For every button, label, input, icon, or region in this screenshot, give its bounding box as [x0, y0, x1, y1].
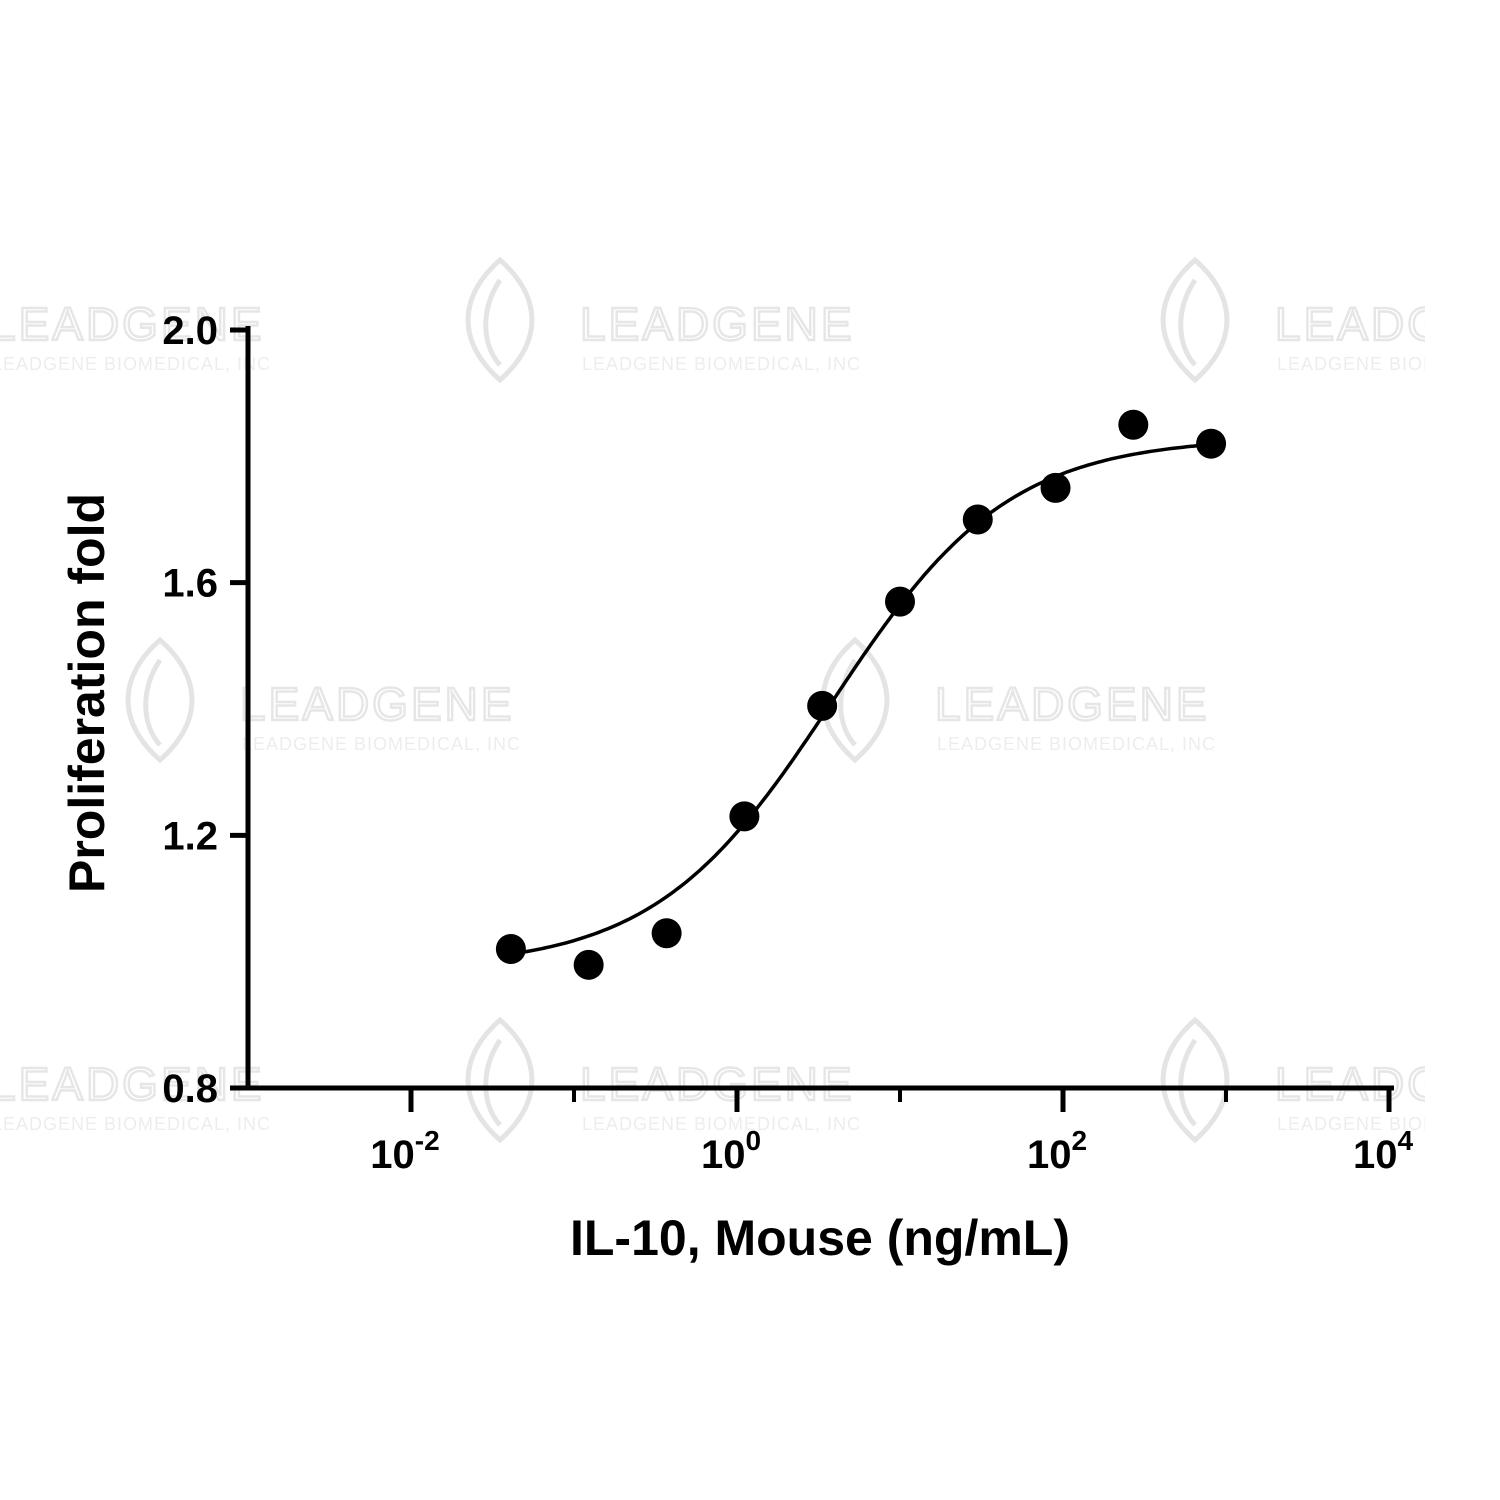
watermark-tagline: LEADGENE BIOMEDICAL, INC [937, 734, 1216, 754]
data-point [729, 801, 760, 832]
watermark-logo: LEADGENE LEADGENE BIOMEDICAL, INC [465, 256, 861, 384]
leaf-icon [820, 636, 890, 764]
data-points [495, 409, 1227, 980]
watermark-brand: LEADGENE [1275, 298, 1500, 350]
watermark-logo: LEADGENE LEADGENE BIOMEDICAL, INC [820, 636, 1216, 764]
leaf-icon [465, 256, 535, 384]
watermark-tagline: LEADGENE BIOMEDICAL, INC [1277, 1114, 1500, 1134]
leaf-icon [125, 636, 195, 764]
data-point [962, 504, 993, 535]
leaf-icon [465, 1016, 535, 1144]
watermark-tagline: LEADGENE BIOMEDICAL, INC [242, 734, 521, 754]
y-tick-label: 1.2 [162, 814, 218, 858]
data-point [1196, 428, 1227, 459]
x-ticks: 10-2 100 102 104 [370, 1088, 1413, 1177]
watermark-tagline: LEADGENE BIOMEDICAL, INC [582, 1114, 861, 1134]
watermark-brand: LEADGENE [580, 298, 855, 350]
watermark-logo: LEADGENE LEADGENE BIOMEDICAL, INC [1160, 1016, 1500, 1144]
watermark-brand: LEADGENE [580, 1058, 855, 1110]
watermark-tagline: LEADGENE BIOMEDICAL, INC [0, 1114, 271, 1134]
y-tick-label: 0.8 [162, 1067, 218, 1111]
watermark-logo: LEADGENE LEADGENE BIOMEDICAL, INC [125, 636, 521, 764]
watermark-logo: LEADGENE LEADGENE BIOMEDICAL, INC [465, 1016, 861, 1144]
watermark-tagline: LEADGENE BIOMEDICAL, INC [0, 354, 271, 374]
leaf-icon [1160, 256, 1230, 384]
data-point [495, 934, 526, 965]
watermark-brand: LEADGENE [0, 1058, 265, 1110]
leaf-icon [1160, 1016, 1230, 1144]
x-tick-label: 100 [701, 1125, 761, 1177]
watermark-brand: LEADGENE [0, 298, 265, 350]
watermark-tagline: LEADGENE BIOMEDICAL, INC [1277, 354, 1500, 374]
watermark-logo: LEADGENE LEADGENE BIOMEDICAL, INC [0, 297, 271, 374]
y-tick-label: 2.0 [162, 309, 218, 353]
watermark-logo: LEADGENE LEADGENE BIOMEDICAL, INC [1160, 256, 1500, 384]
watermark-brand: LEADGENE [240, 678, 515, 730]
watermark-logo: LEADGENE LEADGENE BIOMEDICAL, INC [0, 1057, 271, 1134]
x-axis-title: IL-10, Mouse (ng/mL) [570, 1210, 1070, 1266]
x-tick-label: 10-2 [370, 1125, 439, 1177]
y-ticks: 0.8 1.2 1.6 2.0 [162, 309, 248, 1111]
x-tick-label: 102 [1027, 1125, 1087, 1177]
x-tick-label: 104 [1353, 1125, 1414, 1177]
fit-curve-line [508, 442, 1219, 957]
watermark-tagline: LEADGENE BIOMEDICAL, INC [582, 354, 861, 374]
watermark-brand: LEADGENE [1275, 1058, 1500, 1110]
axes [245, 326, 1394, 1091]
data-point [573, 949, 604, 980]
watermark-brand: LEADGENE [935, 678, 1210, 730]
y-axis-title: Proliferation fold [59, 493, 115, 893]
data-point [1118, 409, 1149, 440]
y-tick-label: 1.6 [162, 562, 218, 606]
data-point [807, 690, 838, 721]
data-point [651, 918, 682, 949]
data-point [885, 586, 915, 617]
data-point [1040, 472, 1071, 503]
